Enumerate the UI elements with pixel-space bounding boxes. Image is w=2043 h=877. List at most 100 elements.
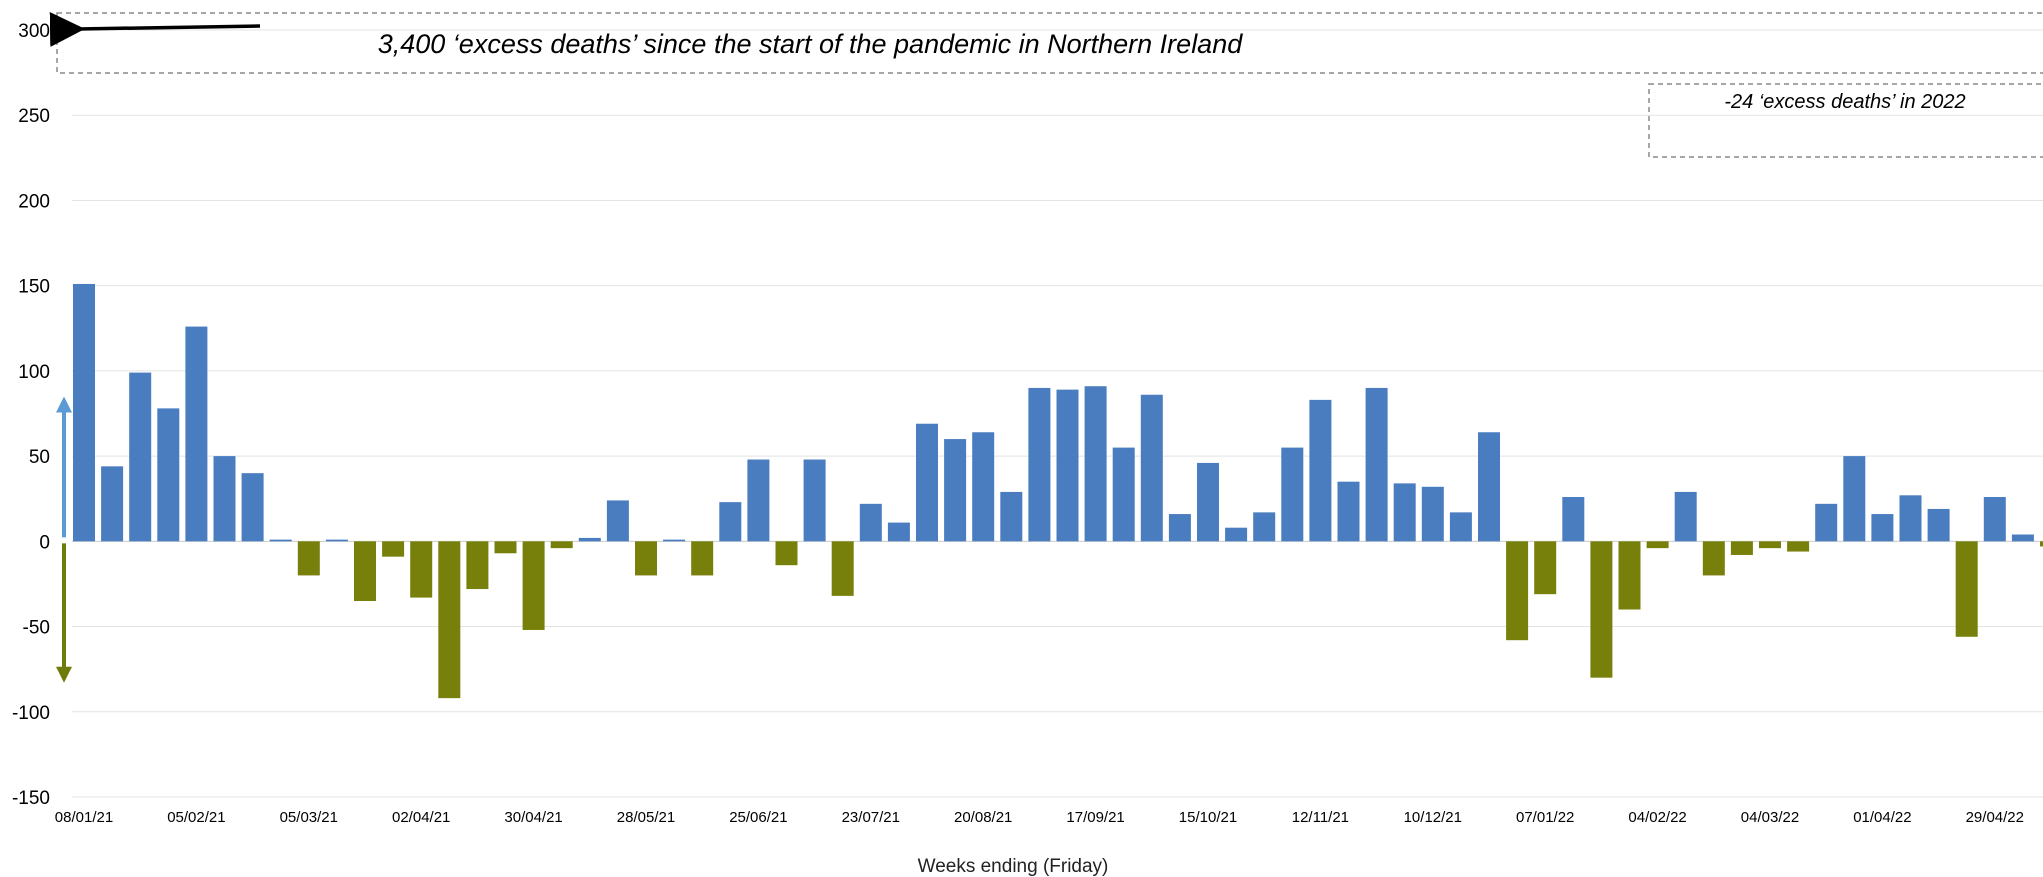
y-tick-label: 50 <box>29 447 50 468</box>
bar <box>73 283 95 542</box>
x-tick-label: 05/02/21 <box>167 809 225 826</box>
bar <box>1506 541 1529 641</box>
bar <box>1534 541 1557 595</box>
bar <box>1590 541 1613 678</box>
x-tick-label: 23/07/21 <box>842 809 900 826</box>
annotation-2022-text: -24 ‘excess deaths’ in 2022 <box>1724 91 1965 113</box>
bar <box>1281 447 1304 542</box>
x-tick-label: 08/01/21 <box>55 809 113 826</box>
bar <box>325 539 348 542</box>
bar <box>1197 462 1219 542</box>
bar <box>1843 456 1866 542</box>
annotation-box-2022 <box>1648 83 2043 158</box>
bar <box>1253 512 1276 542</box>
bar <box>2040 541 2043 547</box>
bar <box>1562 497 1585 542</box>
bar <box>101 466 124 542</box>
bar <box>1955 541 1978 637</box>
annotation-total-text: 3,400 ‘excess deaths’ since the start of… <box>378 29 1243 59</box>
bar <box>1702 541 1725 576</box>
bar <box>578 537 601 542</box>
y-tick-label: 150 <box>18 277 50 298</box>
bar <box>1927 508 1950 542</box>
bar <box>775 541 798 566</box>
bar <box>1168 514 1191 542</box>
bar <box>2011 534 2034 542</box>
x-tick-label: 05/03/21 <box>280 809 338 826</box>
bar <box>466 541 489 590</box>
y-axis-ticks: 300 250 200 150 100 50 0 -50 -100 -150 <box>12 21 50 809</box>
x-axis-label: Weeks ending (Friday) <box>918 856 1109 877</box>
bar <box>241 473 264 542</box>
bar <box>803 459 826 542</box>
x-tick-label: 25/06/21 <box>729 809 787 826</box>
y-tick-label: -100 <box>12 703 50 724</box>
bar <box>1618 541 1641 610</box>
bar <box>972 432 995 542</box>
down-arrow-head <box>56 666 72 683</box>
bar <box>354 541 376 601</box>
bar <box>1028 387 1051 542</box>
bar <box>859 503 882 542</box>
x-axis-ticks: 08/01/21 05/02/21 05/03/21 02/04/21 30/04/21… <box>55 809 2024 826</box>
bar <box>213 456 236 542</box>
bar <box>1674 491 1697 542</box>
bar <box>944 439 967 542</box>
x-tick-label: 07/01/22 <box>1516 809 1574 826</box>
bar <box>438 541 461 699</box>
bar <box>1393 483 1416 542</box>
bar <box>1815 503 1838 542</box>
bar-series <box>73 283 2043 699</box>
bar <box>297 541 320 576</box>
bar <box>1983 497 2006 542</box>
x-tick-label: 10/12/21 <box>1404 809 1462 826</box>
bar <box>1421 486 1444 542</box>
bar <box>1730 541 1753 555</box>
y-tick-label: -150 <box>12 788 50 809</box>
y-tick-label: 100 <box>18 362 50 383</box>
y-tick-label: 300 <box>18 21 50 42</box>
bar <box>1899 495 1922 542</box>
up-arrow-head <box>56 396 72 413</box>
x-tick-label: 02/04/21 <box>392 809 450 826</box>
bar <box>887 522 910 542</box>
annotation-arrow-total <box>49 11 261 47</box>
bar <box>129 372 152 542</box>
bar <box>1478 432 1500 542</box>
bar <box>1112 447 1135 542</box>
y-tick-label: -50 <box>23 618 50 639</box>
bar <box>635 541 657 576</box>
bar <box>606 500 629 542</box>
x-tick-label: 15/10/21 <box>1179 809 1237 826</box>
bar <box>1140 394 1163 542</box>
bar <box>1225 527 1248 542</box>
bar <box>1365 387 1388 542</box>
x-tick-label: 29/04/22 <box>1966 809 2024 826</box>
bar <box>1449 512 1472 542</box>
bar <box>1646 541 1669 549</box>
bar <box>269 539 292 542</box>
direction-arrows <box>56 396 72 683</box>
x-tick-label: 12/11/21 <box>1292 809 1349 826</box>
x-tick-label: 28/05/21 <box>617 809 675 826</box>
bar <box>522 541 545 630</box>
bar <box>185 326 208 542</box>
x-tick-label: 17/09/21 <box>1066 809 1124 826</box>
x-tick-label: 20/08/21 <box>954 809 1012 826</box>
bar <box>691 541 714 576</box>
y-tick-label: 250 <box>18 106 50 127</box>
bar <box>550 541 573 549</box>
bar <box>747 459 770 542</box>
x-tick-label: 04/03/22 <box>1741 809 1799 826</box>
y-tick-label: 0 <box>39 532 50 553</box>
bar <box>1337 481 1360 542</box>
bar <box>494 541 517 554</box>
bar <box>410 541 433 598</box>
bar <box>382 541 405 557</box>
x-tick-label: 30/04/21 <box>504 809 562 826</box>
bar <box>1309 399 1332 542</box>
bar <box>1000 491 1023 542</box>
bar <box>1871 514 1894 542</box>
bar <box>1759 541 1781 549</box>
